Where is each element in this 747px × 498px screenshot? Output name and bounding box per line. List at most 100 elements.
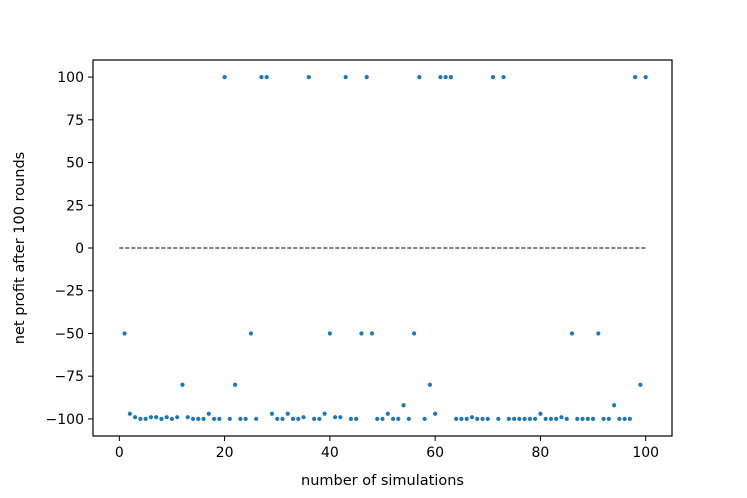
data-point: [617, 416, 622, 422]
data-point: [243, 416, 248, 422]
data-point: [411, 331, 417, 336]
data-point: [196, 416, 201, 422]
y-tick-label: 100: [57, 70, 84, 86]
data-point: [285, 411, 290, 416]
data-point: [259, 74, 264, 80]
data-point: [222, 74, 227, 80]
data-point: [554, 416, 559, 422]
data-point: [612, 403, 617, 408]
data-point: [511, 416, 517, 422]
data-point: [164, 415, 169, 420]
data-point: [248, 331, 254, 336]
data-point: [517, 416, 522, 422]
data-point: [290, 416, 296, 422]
data-point: [606, 416, 611, 422]
data-point: [569, 331, 575, 336]
data-point: [311, 416, 317, 422]
data-point: [543, 416, 548, 422]
data-point: [427, 382, 432, 387]
data-points: [122, 74, 648, 422]
data-point: [438, 74, 443, 80]
y-tick-label: 50: [66, 156, 84, 172]
data-point: [185, 415, 190, 420]
data-point: [154, 415, 159, 420]
y-axis-ticks: −100 −75 −50 −25 0 25 50 75 100: [46, 70, 93, 428]
data-point: [238, 416, 243, 422]
data-point: [464, 416, 469, 422]
y-tick-label: −25: [54, 284, 84, 300]
x-axis-label: number of simulations: [301, 473, 464, 489]
data-point: [159, 416, 164, 422]
data-point: [254, 416, 259, 422]
data-point: [264, 74, 269, 80]
y-tick-label: 25: [66, 198, 84, 214]
data-point: [280, 416, 285, 422]
data-point: [643, 74, 648, 80]
data-point: [269, 411, 275, 416]
data-point: [148, 415, 153, 420]
data-point: [496, 416, 501, 422]
data-point: [354, 416, 359, 422]
data-point: [396, 416, 401, 422]
data-point: [327, 331, 332, 336]
data-point: [433, 411, 438, 416]
data-point: [564, 416, 569, 422]
data-point: [417, 74, 422, 80]
data-point: [490, 74, 496, 80]
data-point: [548, 416, 554, 422]
y-tick-label: 0: [75, 241, 84, 257]
data-point: [359, 331, 364, 336]
data-point: [475, 416, 480, 422]
x-axis-ticks: 0 20 40 60 80 100: [115, 436, 659, 461]
data-point: [506, 416, 511, 422]
y-axis-label: net profit after 100 rounds: [12, 152, 28, 344]
data-point: [206, 411, 211, 416]
y-tick-label: 75: [66, 113, 84, 129]
data-point: [538, 411, 543, 416]
data-point: [459, 416, 464, 422]
data-point: [533, 416, 538, 422]
data-point: [211, 416, 217, 422]
data-point: [296, 416, 301, 422]
y-tick-label: −75: [54, 369, 84, 385]
axes-frame: [92, 59, 673, 437]
data-point: [580, 416, 585, 422]
data-point: [127, 411, 132, 416]
data-point: [633, 74, 638, 80]
data-point: [233, 382, 238, 387]
data-point: [306, 74, 311, 80]
data-point: [596, 331, 601, 336]
data-point: [406, 416, 411, 422]
data-point: [480, 416, 485, 422]
y-tick-label: −100: [46, 412, 84, 428]
x-tick-label: 60: [426, 445, 444, 461]
data-point: [375, 416, 380, 422]
data-point: [527, 416, 532, 422]
data-point: [559, 415, 564, 420]
data-point: [143, 416, 148, 422]
data-point: [333, 415, 338, 420]
data-point: [175, 415, 180, 420]
data-point: [385, 411, 390, 416]
data-point: [322, 411, 327, 416]
data-point: [169, 416, 175, 422]
data-point: [390, 416, 396, 422]
data-point: [217, 416, 222, 422]
data-point: [138, 416, 143, 422]
data-point: [369, 331, 375, 336]
x-tick-label: 40: [321, 445, 339, 461]
data-point: [454, 416, 459, 422]
y-tick-label: −50: [54, 326, 84, 342]
data-point: [133, 415, 138, 420]
data-point: [575, 416, 580, 422]
data-point: [364, 74, 369, 80]
data-point: [338, 415, 343, 420]
data-point: [422, 416, 427, 422]
data-point: [380, 416, 385, 422]
data-point: [343, 74, 348, 80]
x-tick-label: 80: [531, 445, 549, 461]
data-point: [522, 416, 527, 422]
data-point: [122, 331, 127, 336]
data-point: [448, 74, 454, 80]
data-point: [601, 416, 606, 422]
